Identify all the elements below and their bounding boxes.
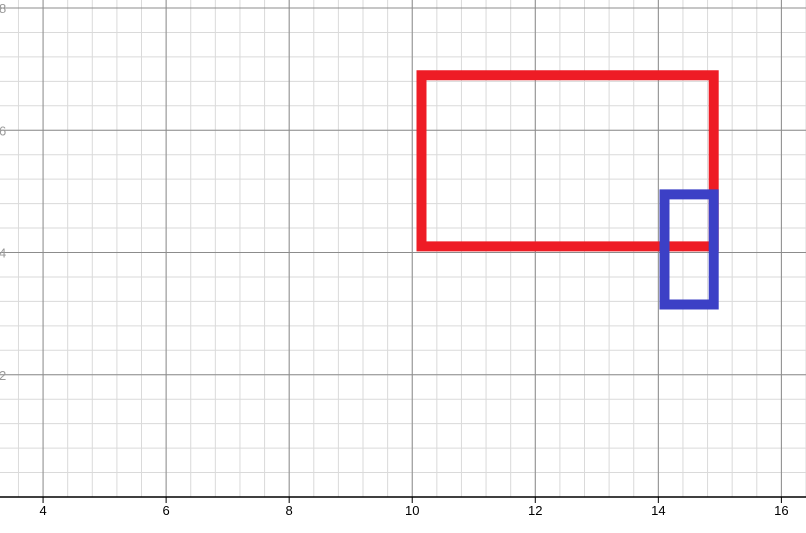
x-tick-label: 16 (774, 503, 788, 518)
y-tick-label: 8 (0, 1, 6, 16)
x-tick-label: 4 (39, 503, 46, 518)
x-tick-label: 6 (163, 503, 170, 518)
blue-rectangle (659, 189, 719, 310)
plotted-shapes (416, 70, 719, 310)
axes (0, 496, 806, 503)
x-tick-label: 8 (286, 503, 293, 518)
x-tick-label: 10 (405, 503, 419, 518)
y-tick-label: 4 (0, 246, 6, 261)
x-tick-label: 12 (528, 503, 542, 518)
y-tick-label: 2 (0, 368, 6, 383)
tick-labels: 4 6 8 10 12 14 16 2 4 6 8 (0, 1, 789, 518)
y-tick-label: 6 (0, 123, 6, 138)
red-rectangle (416, 70, 719, 252)
major-grid (0, 0, 806, 497)
x-tick-label: 14 (651, 503, 665, 518)
